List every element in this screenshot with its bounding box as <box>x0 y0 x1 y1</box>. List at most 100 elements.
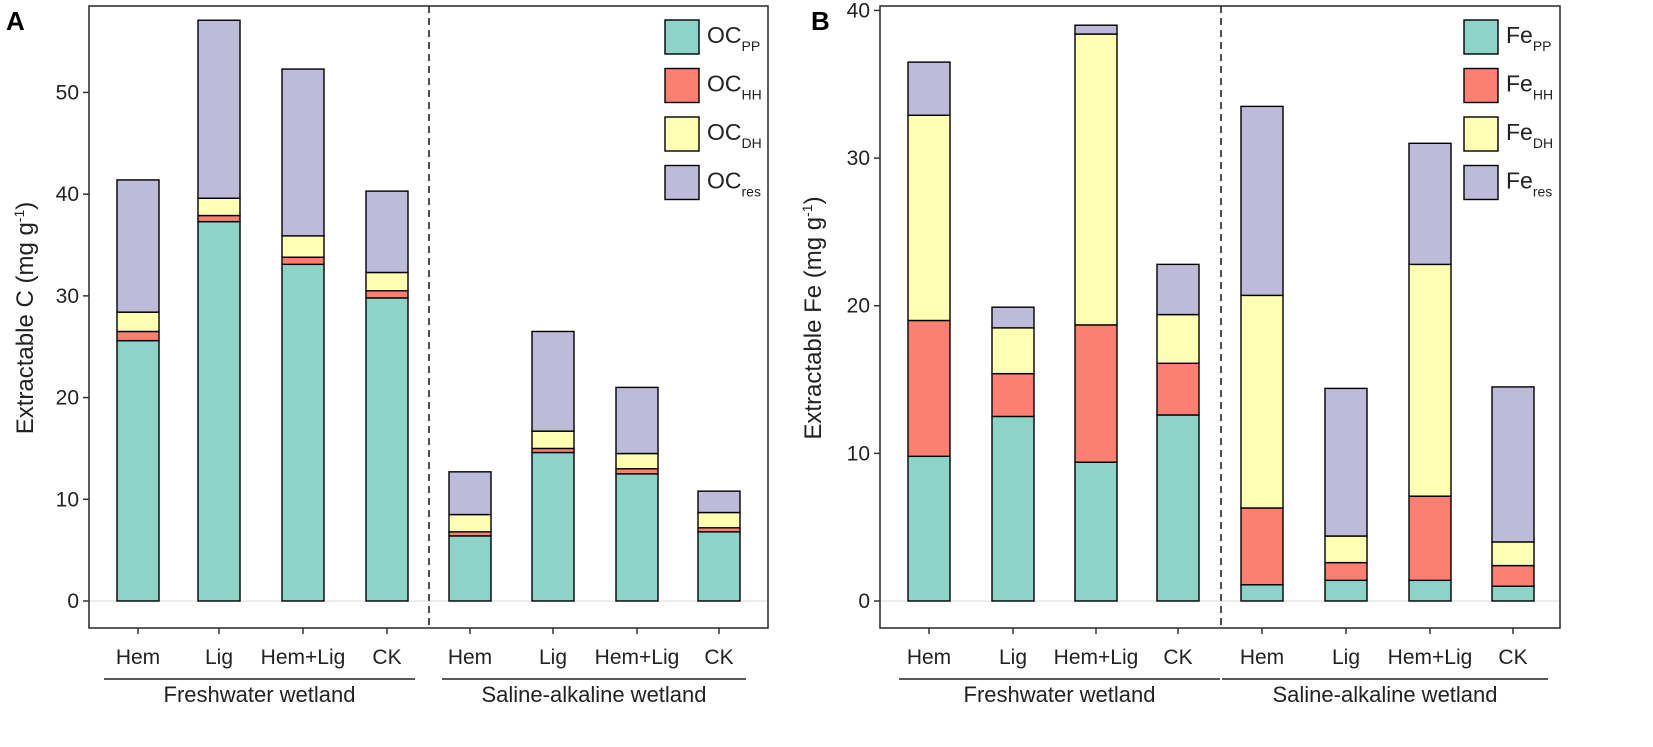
bar-segment-pp <box>1074 461 1118 602</box>
bar-segment-dh <box>1240 294 1284 509</box>
panel-a: A 0 10 20 30 40 50 Extractable C (mg g-1) Hem Lig… <box>6 5 769 707</box>
bar-segment-res <box>1240 105 1284 297</box>
bar-segment-dh <box>448 513 492 533</box>
bar-segment-dh <box>907 114 951 322</box>
bar-segment-hh <box>991 372 1035 418</box>
bar-segment-res <box>1156 263 1200 316</box>
bar-segment-res <box>448 471 492 516</box>
bar-segment-pp <box>1240 584 1284 602</box>
group-label: Saline-alkaline wetland <box>1272 682 1497 707</box>
bar-segment-res <box>116 179 160 313</box>
bar-segment-pp <box>907 455 951 602</box>
legend-label-dh: OCDH <box>707 119 762 151</box>
bar-segment-pp <box>615 473 659 602</box>
legend-swatch-res <box>664 164 700 201</box>
panel-b: B 0 10 20 30 40 Extractable Fe (mg g-1) Hem Lig H… <box>799 0 1561 707</box>
x-tick-label: Lig <box>999 646 1027 669</box>
legend-swatch-pp <box>664 19 700 55</box>
plot-frame <box>88 5 769 629</box>
y-tick-label: 30 <box>847 147 870 170</box>
bar-segment-pp <box>281 263 325 602</box>
bar-segment-pp <box>1408 579 1452 602</box>
bar-segment-hh <box>116 330 160 342</box>
bar-segment-pp <box>116 339 160 602</box>
bar-segment-pp <box>1324 579 1368 602</box>
bar-segment-dh <box>991 327 1035 375</box>
bar-segment-hh <box>365 290 409 299</box>
bar-segment-res <box>1324 387 1368 537</box>
bar-segment-dh <box>1074 33 1118 326</box>
bar-segment-dh <box>281 235 325 258</box>
bar-segment-dh <box>1156 313 1200 364</box>
bar-segment-res <box>1074 24 1118 35</box>
panel-letter: A <box>6 6 25 36</box>
legend-swatch-hh <box>1463 67 1499 104</box>
x-tick-label: Lig <box>539 646 567 669</box>
x-tick-label: Hem <box>448 646 492 669</box>
legend-label-res: Feres <box>1506 168 1552 200</box>
bar-segment-res <box>531 330 575 432</box>
x-tick-label: CK <box>1163 646 1192 669</box>
x-tick-label: Hem+Lig <box>1054 646 1139 669</box>
y-tick-label: 40 <box>847 0 870 22</box>
y-tick-label: 30 <box>56 285 79 308</box>
bar-segment-dh <box>697 511 741 529</box>
x-tick-label: CK <box>372 646 401 669</box>
bar-segment-hh <box>1240 507 1284 586</box>
bar-segment-pp <box>991 415 1035 602</box>
group-label: Saline-alkaline wetland <box>481 682 706 707</box>
legend-swatch-dh <box>664 116 700 152</box>
legend-label-dh: FeDH <box>1506 119 1553 151</box>
bar-segment-hh <box>615 468 659 475</box>
legend-label-hh: OCHH <box>707 71 762 103</box>
y-axis-label: Extractable Fe (mg g-1) <box>799 196 827 439</box>
y-tick-label: 20 <box>847 295 870 318</box>
x-tick-label: Lig <box>205 646 233 669</box>
y-tick-label: 0 <box>858 590 870 613</box>
bar-segment-pp <box>448 535 492 602</box>
legend-swatch-pp <box>1463 19 1499 55</box>
x-tick-label: CK <box>704 646 733 669</box>
x-tick-label: Hem+Lig <box>595 646 680 669</box>
bar-segment-pp <box>697 531 741 602</box>
plot-frame <box>879 5 1561 629</box>
bar-segment-pp <box>197 220 241 602</box>
legend-label-res: OCres <box>707 168 761 200</box>
bar-segment-res <box>1408 142 1452 266</box>
legend-label-pp: FePP <box>1506 22 1552 54</box>
bar-segment-hh <box>1156 362 1200 416</box>
group-label: Freshwater wetland <box>964 682 1156 707</box>
legend-swatch-hh <box>664 67 700 104</box>
legend-label-hh: FeHH <box>1506 71 1553 103</box>
bar-segment-pp <box>365 297 409 602</box>
bar-segment-dh <box>1408 263 1452 497</box>
bar-segment-hh <box>1408 495 1452 582</box>
y-tick-label: 50 <box>56 81 79 104</box>
y-tick-label: 40 <box>56 183 79 206</box>
bar-segment-res <box>991 306 1035 329</box>
bar-segment-dh <box>1324 535 1368 564</box>
x-tick-label: Lig <box>1332 646 1360 669</box>
legend-label-pp: OCPP <box>707 22 760 54</box>
bar-segment-res <box>907 61 951 116</box>
bar-segment-dh <box>197 197 241 217</box>
x-tick-label: Hem <box>1240 646 1284 669</box>
x-tick-label: Hem <box>116 646 160 669</box>
x-tick-label: CK <box>1498 646 1527 669</box>
panel-letter: B <box>811 6 830 36</box>
y-tick-label: 10 <box>847 442 870 465</box>
bar-segment-pp <box>531 451 575 602</box>
bar-segment-hh <box>1491 564 1535 587</box>
bar-segment-res <box>281 68 325 237</box>
y-tick-label: 20 <box>56 387 79 410</box>
bar-segment-dh <box>365 271 409 292</box>
y-axis-label: Extractable C (mg g-1) <box>11 202 39 435</box>
bar-segment-dh <box>615 452 659 470</box>
bar-segment-dh <box>1491 541 1535 567</box>
bar-segment-dh <box>116 311 160 333</box>
bar-segment-pp <box>1491 585 1535 602</box>
legend-swatch-res <box>1463 164 1499 201</box>
y-tick-label: 0 <box>67 590 79 613</box>
x-tick-label: Hem+Lig <box>1388 646 1473 669</box>
